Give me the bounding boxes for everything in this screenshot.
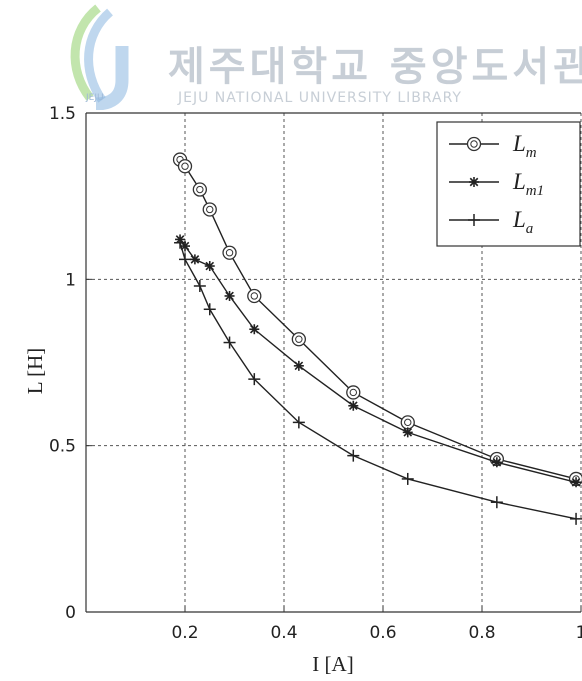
data-point-L_m1 (189, 254, 200, 265)
x-tick-label: 1 (576, 623, 582, 643)
x-tick-label: 0.4 (270, 623, 297, 643)
y-tick-label: 1 (65, 270, 76, 290)
legend-marker (468, 214, 480, 226)
legend-box (436, 121, 581, 247)
legend-marker (466, 136, 482, 152)
data-point-L_m (222, 245, 237, 260)
data-point-L_m1 (491, 457, 502, 468)
data-point-L_m (192, 182, 208, 197)
data-point-L_a (248, 373, 261, 386)
x-tick-label: 0.2 (171, 623, 198, 643)
data-point-L_m1 (402, 427, 413, 438)
y-tick-label: 1.5 (49, 104, 76, 124)
series-line-L_a (179, 242, 577, 520)
data-point-L_m (291, 332, 307, 347)
y-tick-label: 0 (65, 603, 76, 623)
data-point-L_m (177, 159, 193, 174)
watermark: JEJU 제주대학교 중앙도서관 JEJU NATIONAL UNIVERSIT… (0, 0, 582, 110)
grid (86, 113, 582, 612)
data-point-L_m (346, 385, 361, 400)
tick-labels: 0.2 0.4 0.6 0.8 1 0 0.5 1 1.5 (49, 104, 582, 643)
watermark-subtitle: JEJU NATIONAL UNIVERSITY LIBRARY (178, 90, 462, 106)
series-layer (172, 152, 582, 525)
data-point-L_a (490, 496, 503, 509)
legend-marker (469, 177, 479, 187)
x-tick-label: 0.8 (468, 623, 495, 643)
data-point-L_a (174, 236, 187, 249)
legend-entry-L_m1: Lm1 (449, 169, 544, 199)
legend-entry-L_a: La (449, 207, 533, 237)
data-point-L_m1 (224, 290, 235, 301)
legend-entry-L_m: Lm (449, 131, 537, 161)
data-point-L_m (247, 288, 262, 304)
logo-text: JEJU (85, 93, 104, 103)
y-axis-label: L [H] (23, 348, 47, 394)
data-point-L_a (203, 303, 216, 316)
data-point-L_a (347, 449, 360, 462)
series-L_m (172, 152, 582, 487)
data-point-L_m (400, 415, 415, 430)
data-point-L_m (202, 202, 217, 217)
data-point-L_a (570, 512, 582, 525)
series-L_m1 (175, 234, 582, 488)
axes (85, 112, 582, 613)
data-point-L_a (292, 416, 305, 429)
series-line-L_m1 (179, 238, 577, 483)
x-tick-label: 0.6 (369, 623, 396, 643)
data-point-L_a (223, 336, 236, 349)
data-point-L_a (401, 472, 414, 485)
data-point-L_m1 (249, 324, 260, 335)
data-point-L_m1 (571, 477, 582, 488)
data-point-L_m1 (293, 360, 304, 371)
legend: Lm Lm1 La (436, 121, 581, 247)
y-tick-label: 0.5 (49, 437, 76, 457)
watermark-title: 제주대학교 중앙도서관 (168, 44, 582, 90)
data-point-L_m1 (204, 261, 215, 272)
data-point-L_a (193, 279, 206, 292)
legend-label: La (512, 207, 533, 237)
data-point-L_a (179, 253, 191, 266)
library-logo-icon: JEJU (70, 4, 129, 110)
legend-label: Lm (512, 131, 537, 161)
series-L_a (174, 236, 582, 525)
data-point-L_m1 (348, 400, 359, 411)
legend-label: Lm1 (512, 169, 544, 199)
x-axis-label: I [A] (312, 652, 353, 676)
